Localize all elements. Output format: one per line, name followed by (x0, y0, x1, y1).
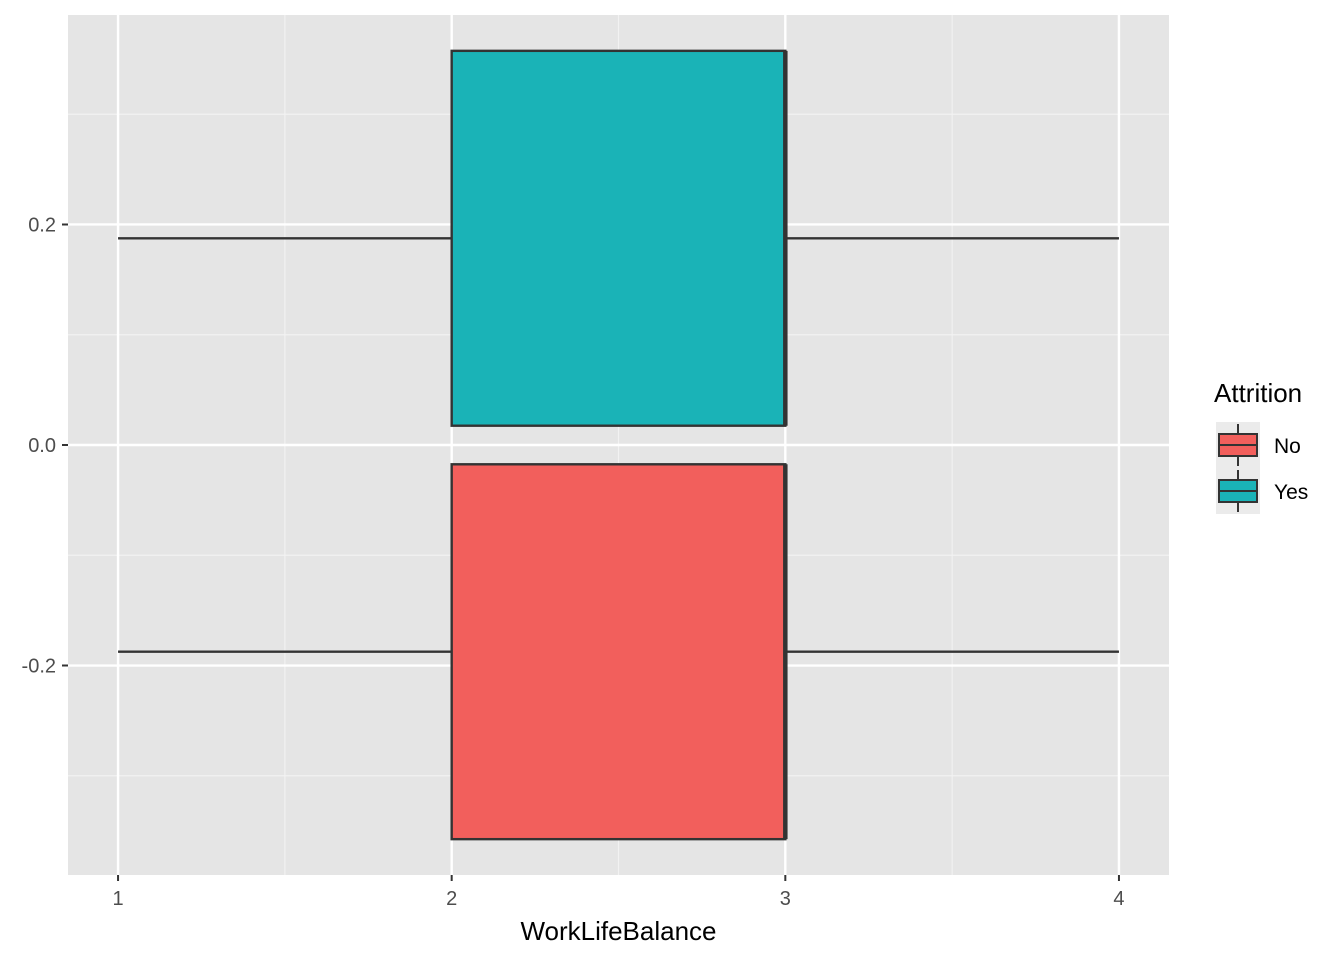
x-tick-label: 3 (780, 888, 791, 910)
x-axis-title: WorkLifeBalance (520, 916, 716, 946)
y-tick-label: 0.2 (28, 214, 56, 236)
box-no (450, 463, 787, 841)
y-tick-label: 0.0 (28, 435, 56, 457)
legend-label-yes: Yes (1274, 481, 1308, 504)
x-tick-label: 1 (112, 888, 123, 910)
box-yes (450, 49, 787, 427)
x-tick-label: 2 (446, 888, 457, 910)
legend-label-no: No (1274, 435, 1301, 458)
legend-title: Attrition (1214, 378, 1302, 408)
y-tick-label: -0.2 (22, 656, 56, 678)
x-tick-label: 4 (1113, 888, 1124, 910)
